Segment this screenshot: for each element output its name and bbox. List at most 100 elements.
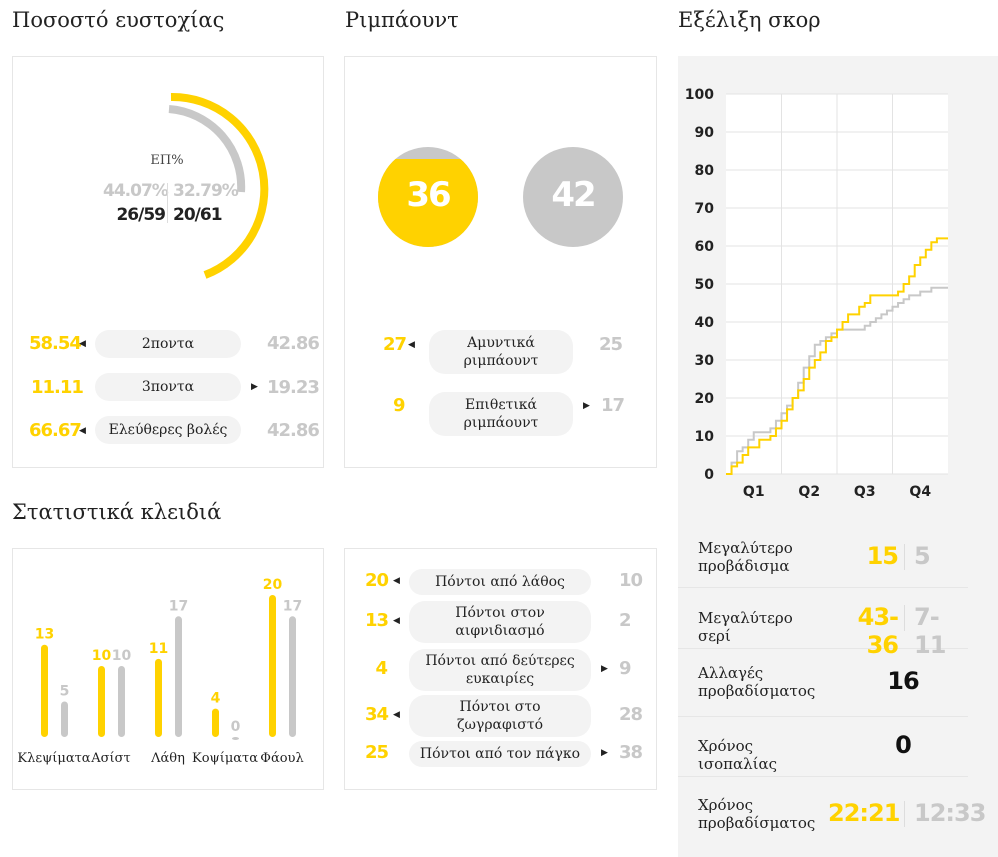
away-ft-pct: 42.86 [267,420,320,441]
arrow-left-icon: ◀ [79,426,86,436]
summary-label-line1: Χρόνος ισοπαλίας [698,737,778,773]
x-tick-label: Q3 [854,484,876,500]
shooting-section-title: Ποσοστό ευστοχίας [12,8,225,32]
summary-label-line2: προβαδίσματος [698,813,816,832]
bar-away [175,616,182,737]
arrow-right-icon: ▶ [583,401,590,411]
bar-home [155,658,162,737]
summary-value: 16 [887,667,919,695]
bar-away [61,701,68,737]
summary-label: Μεγαλύτερο προβάδισμα [698,539,828,575]
points-label-pill: Πόντοι στον αιφνιδιασμό [409,601,591,643]
home-rebound-total: 36 [406,175,451,215]
summary-divider [904,800,905,827]
category-label: Κλεψίματα [17,751,90,766]
rebound-circles [378,147,623,247]
y-tick-label: 40 [695,315,715,331]
y-tick-label: 70 [695,201,715,217]
def-reb-label: Αμυντικά ριμπάουντ [429,330,573,374]
bar-home [269,595,276,737]
arrow-left-icon: ◀ [393,710,400,720]
points-card: 20 ◀ Πόντοι από λάθος 10 13 ◀ Πόντοι στον αιφνι… [344,548,657,790]
points-label-line2: ζωγραφιστό [456,717,544,733]
category-label: Φάουλ [260,751,303,766]
score-panel: 100 90 80 70 60 50 40 30 20 10 0 Q1 Q2 Q3 Q4 Μεγαλύτερ… [678,56,998,857]
points-away-value: 2 [619,610,631,631]
away-score-line [726,286,948,475]
away-fg-arc [168,105,246,193]
bar-value-label: 5 [60,684,70,700]
points-home-value: 4 [375,658,388,679]
points-label-line2: ευκαιρίες [465,671,535,687]
fg-center-label: ΕΠ% [150,153,184,168]
bar-value-label: 0 [231,719,241,735]
summary-label: Χρόνος ισοπαλίας [698,737,828,773]
shooting-arcs [168,92,269,279]
arrow-right-icon: ▶ [251,382,258,392]
def-reb-label-line1: Αμυντικά [467,335,535,351]
summary-row: Χρόνος ισοπαλίας 0 [678,716,968,777]
points-label-line2: αιφνιδιασμό [455,623,545,639]
summary-divider [904,604,905,631]
summary-away-value: 5 [914,541,931,570]
summary-label-line1: Μεγαλύτερο [698,538,793,557]
points-label-line1: Πόντοι από λάθος [435,574,565,590]
x-tick-label: Q2 [798,484,820,500]
y-tick-label: 0 [704,467,714,483]
arrow-left-icon: ◀ [393,616,400,626]
away-rebound-total: 42 [551,175,596,215]
away-rebound-circle [523,147,623,247]
summary-label-line2: προβαδίσματος [698,682,816,700]
summary-label-line1: Χρόνος [698,795,754,814]
y-tick-label: 90 [695,125,715,141]
home-3pt-pct: 11.11 [31,377,84,398]
arrow-right-icon: ▶ [601,748,608,758]
summary-away-value: 7-11 [914,602,946,659]
points-label-line1: Πόντοι από τον πάγκο [419,746,581,762]
y-tick-label: 20 [695,391,715,407]
home-ft-pct: 66.67 [29,420,82,441]
summary-divider [904,543,905,570]
away-fg-pct: 32.79% [173,181,239,201]
summary-label: Μεγαλύτερο σερί [698,609,828,645]
y-tick-label: 100 [685,87,714,103]
2pt-label: 2ποντα [95,330,241,358]
y-tick-label: 10 [695,429,715,445]
summary-label-line1: Μεγαλύτερο σερί [698,608,793,645]
arrow-left-icon: ◀ [408,340,415,350]
x-tick-label: Q4 [909,484,931,500]
shooting-card: ΕΠ% 44.07% 32.79% 26/59 20/61 58.54 ◀ 2π… [12,56,324,468]
key-stats-card: 13 5 Κλεψίματα 10 10 Ασίστ 11 17 Λάθη 4 0 Κοψίματα 2… [12,548,324,790]
points-away-value: 38 [619,742,643,763]
summary-row: Μεγαλύτερο προβάδισμα 15 5 [678,526,968,588]
bar-away [118,666,125,737]
rebounds-section-title: Ριμπάουντ [345,8,459,32]
points-home-value: 20 [365,570,389,591]
home-fg-arc [170,92,269,279]
category-label: Λάθη [150,751,185,766]
bar-value-label: 11 [149,641,168,657]
points-label-pill: Πόντοι στο ζωγραφιστό [409,695,591,737]
bar-value-label: 10 [92,648,112,664]
summary-row: Αλλαγές προβαδίσματος 16 [678,648,968,717]
x-tick-label: Q1 [743,484,765,500]
summary-label: Αλλαγές προβαδίσματος [698,664,828,700]
off-reb-label-line2: ριμπάουντ [463,415,539,431]
points-label-pill: Πόντοι από δεύτερες ευκαιρίες [409,649,591,691]
fg-divider [167,183,168,223]
y-tick-label: 80 [695,163,715,179]
summary-label: Χρόνος προβαδίσματος [698,796,828,832]
summary-label-line1: Αλλαγές [698,664,764,682]
off-reb-label: Επιθετικά ριμπάουντ [429,392,573,436]
bar-away [232,737,239,740]
away-off-reb: 17 [601,395,625,416]
points-home-value: 25 [365,742,389,763]
y-tick-label: 60 [695,239,715,255]
category-label: Ασίστ [90,751,130,766]
3pt-label: 3ποντα [95,373,241,401]
summary-value: 0 [895,731,912,759]
bar-value-label: 20 [263,577,283,593]
points-home-value: 34 [365,704,389,725]
points-away-value: 10 [619,570,643,591]
